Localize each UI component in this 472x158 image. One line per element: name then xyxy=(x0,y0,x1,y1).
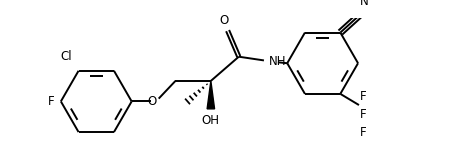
Polygon shape xyxy=(207,81,215,109)
Text: Cl: Cl xyxy=(60,50,72,63)
Text: F: F xyxy=(360,108,367,121)
Text: F: F xyxy=(360,90,367,103)
Text: O: O xyxy=(148,95,157,108)
Text: NH: NH xyxy=(269,55,286,68)
Text: F: F xyxy=(360,126,367,139)
Text: F: F xyxy=(48,95,54,108)
Text: N: N xyxy=(360,0,369,8)
Text: OH: OH xyxy=(202,114,220,128)
Text: O: O xyxy=(219,14,228,27)
